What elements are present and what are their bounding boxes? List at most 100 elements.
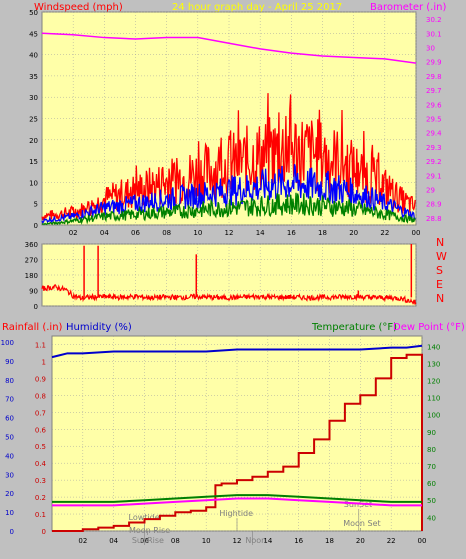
wind-x-tick-label: 04	[100, 229, 109, 237]
temperature-y-tick-label: 100	[427, 412, 440, 420]
rain-x-tick-label: 08	[171, 537, 180, 545]
rain-y-tick-label: 0.4	[35, 460, 47, 468]
humidity-y-tick-label: 80	[5, 377, 14, 385]
barometer-y-tick-label: 30.2	[426, 16, 442, 24]
wind-y-tick-label: 20	[29, 137, 38, 145]
rain-x-tick-label: 12	[233, 537, 242, 545]
barometer-y-tick-label: 29.5	[426, 116, 442, 124]
wind-x-tick-label: 18	[318, 229, 327, 237]
direction-compass-label: W	[436, 250, 447, 263]
temperature-y-tick-label: 50	[427, 497, 436, 505]
barometer-y-tick-label: 29.1	[426, 172, 442, 180]
temperature-y-tick-label: 140	[427, 343, 440, 351]
humidity-y-tick-label: 90	[5, 358, 14, 366]
dewpoint-axis-label: Dew Point (°F)	[393, 322, 465, 333]
wind-y-tick-label: 25	[29, 116, 38, 124]
wind-x-tick-label: 20	[349, 229, 358, 237]
windspeed-title: Windspeed (mph)	[34, 2, 123, 13]
event-label: Noon	[245, 536, 266, 545]
humidity-y-tick-label: 10	[5, 509, 14, 517]
event-label: SunRise	[132, 536, 164, 545]
dewpoint-line	[52, 497, 422, 507]
direction-y-tick-label: 180	[25, 272, 38, 280]
humidity-y-tick-label: 20	[5, 490, 14, 498]
wind-y-tick-label: 40	[29, 52, 38, 60]
humidity-line	[51, 344, 423, 359]
direction-y-tick-label: 270	[25, 257, 38, 265]
humidity-y-tick-label: 30	[5, 471, 14, 479]
wind-y-tick-label: 35	[29, 73, 38, 81]
barometer-y-tick-label: 30.1	[426, 30, 442, 38]
wind-series-line-1	[41, 164, 416, 224]
rain-y-tick-label: 0	[42, 528, 46, 536]
rainfall-axis-label: Rainfall (.in)	[2, 322, 63, 333]
wind-x-tick-label: 16	[287, 229, 296, 237]
wind-x-tick-label: 08	[162, 229, 171, 237]
temperature-axis-label: Temperature (°F)	[311, 322, 397, 333]
wind-x-tick-label: 10	[193, 229, 202, 237]
direction-compass-label: N	[436, 236, 444, 249]
rain-x-tick-label: 10	[202, 537, 211, 545]
rain-chart: 010203040506070809010000.10.20.30.40.50.…	[1, 336, 440, 545]
rain-x-tick-label: 18	[325, 537, 334, 545]
temperature-line	[52, 494, 422, 503]
direction-y-tick-label: 360	[25, 241, 38, 249]
direction-line	[41, 283, 417, 306]
rain-x-tick-label: 04	[109, 537, 118, 545]
rain-y-tick-label: 0.7	[35, 409, 46, 417]
rain-y-tick-label: 1	[42, 358, 46, 366]
wind-y-tick-label: 30	[29, 94, 38, 102]
temperature-y-tick-label: 70	[427, 463, 436, 471]
direction-y-tick-label: 90	[29, 288, 38, 296]
temperature-y-tick-label: 110	[427, 395, 440, 403]
temperature-y-tick-label: 90	[427, 429, 436, 437]
temperature-y-tick-label: 130	[427, 360, 440, 368]
wind-x-tick-label: 02	[69, 229, 78, 237]
wind-y-tick-label: 15	[29, 158, 38, 166]
graph-day-title: 24 hour graph day - April 25 2017	[172, 2, 342, 13]
rainfall-line	[52, 353, 423, 532]
event-label: Lowtide	[129, 513, 160, 522]
humidity-y-tick-label: 60	[5, 415, 14, 423]
barometer-y-tick-label: 29.9	[426, 59, 442, 67]
wind-x-tick-label: 22	[380, 229, 389, 237]
humidity-axis-label: Humidity (%)	[66, 322, 132, 333]
wind-x-tick-label: 14	[256, 229, 265, 237]
rain-x-tick-label: 20	[356, 537, 365, 545]
humidity-y-tick-label: 0	[10, 528, 14, 536]
temperature-y-tick-label: 40	[427, 514, 436, 522]
wind-y-tick-label: 10	[29, 179, 38, 187]
humidity-y-tick-label: 50	[5, 434, 14, 442]
humidity-y-tick-label: 70	[5, 396, 14, 404]
wind-y-tick-label: 45	[29, 30, 38, 38]
rain-y-tick-label: 0.3	[35, 477, 46, 485]
wind-y-tick-label: 0	[34, 222, 38, 230]
rain-y-tick-label: 0.6	[35, 426, 47, 434]
temperature-y-tick-label: 60	[427, 480, 436, 488]
rain-y-tick-label: 0.5	[35, 443, 46, 451]
event-label: Moon Set	[343, 519, 380, 528]
wind-series-line-0	[41, 93, 416, 222]
barometer-y-tick-label: 29.2	[426, 158, 442, 166]
humidity-y-tick-label: 100	[1, 339, 14, 347]
rain-x-tick-label: 22	[387, 537, 396, 545]
wind-chart: 0 5 10 15 20 25 30 35 40 45 50 02 04 06 08 10 12 14 16 18 20…	[29, 9, 442, 237]
barometer-y-tick-label: 29	[426, 187, 435, 195]
rain-y-tick-label: 1.1	[35, 341, 46, 349]
wind-y-tick-label: 5	[34, 201, 38, 209]
wind-y-tick-label: 50	[29, 9, 38, 17]
temperature-y-tick-label: 80	[427, 446, 436, 454]
rain-x-tick-label: 14	[263, 537, 272, 545]
direction-compass-label: S	[436, 264, 443, 277]
rain-x-tick-label: 00	[418, 537, 427, 545]
direction-compass-label: N	[436, 292, 444, 305]
barometer-y-tick-label: 29.7	[426, 87, 442, 95]
rain-x-tick-label: 02	[78, 537, 87, 545]
barometer-y-tick-label: 29.3	[426, 144, 442, 152]
wind-x-tick-label: 06	[131, 229, 140, 237]
rain-y-tick-label: 0.1	[35, 511, 46, 519]
rain-y-tick-label: 0.9	[35, 375, 46, 383]
